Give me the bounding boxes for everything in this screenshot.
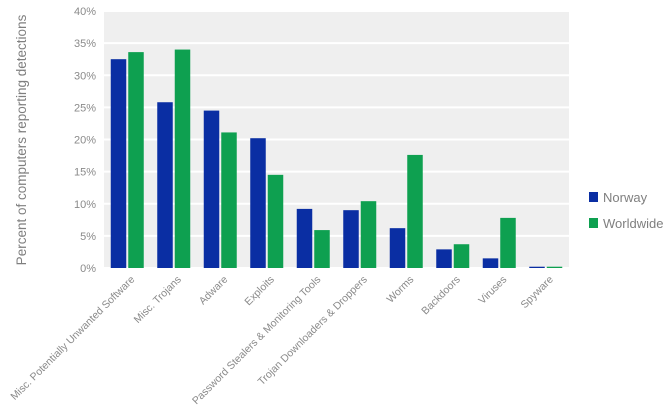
bar-norway [389,228,406,268]
x-tick-label: Backdoors [419,274,463,318]
legend: Norway Worldwide [589,190,663,231]
x-tick-label: Misc. Potentially Unwanted Software [8,274,137,403]
bar-worldwide [128,52,144,269]
bar-worldwide [500,217,516,268]
x-tick-label: Exploits [242,274,276,308]
y-tick-label: 15% [74,167,96,179]
bar-norway [203,110,220,269]
bar-norway [529,266,545,268]
bar-norway [343,210,359,268]
y-tick-label: 40% [74,6,96,18]
y-axis-ticks: 0% 5% 10% 15% 20% 25% 30% 35% 40% [74,6,96,275]
bar-norway [250,138,266,268]
legend-swatch-worldwide [589,218,598,228]
bar-norway [110,59,127,268]
y-tick-label: 5% [80,231,96,243]
legend-label-norway: Norway [603,190,648,205]
y-tick-label: 35% [74,38,96,50]
legend-label-worldwide: Worldwide [603,216,663,231]
x-tick-label: Misc. Trojans [132,274,184,326]
x-tick-label: Spyware [518,274,555,311]
y-tick-label: 20% [74,135,96,147]
y-tick-label: 10% [74,199,96,211]
bar-worldwide [267,174,284,268]
x-axis-categories: Misc. Potentially Unwanted SoftwareMisc.… [8,274,556,407]
bar-worldwide [453,244,470,268]
bar-worldwide [314,230,330,268]
bar-norway [157,102,173,268]
bar-worldwide [174,49,191,268]
bar-worldwide [546,266,563,268]
legend-swatch-norway [589,192,598,202]
x-tick-label: Viruses [476,274,509,307]
bars [110,49,563,269]
bar-norway [296,208,313,268]
bar-norway [436,249,452,268]
x-tick-label: Worms [385,274,417,306]
y-axis-label: Percent of computers reporting detection… [14,14,29,265]
x-tick-label: Adware [197,274,231,308]
y-tick-label: 0% [80,263,96,275]
bar-worldwide [407,154,423,268]
bar-worldwide [360,201,377,268]
y-tick-label: 25% [74,102,96,114]
y-tick-label: 30% [74,70,96,82]
bar-norway [482,258,499,268]
bar-worldwide [221,132,237,268]
